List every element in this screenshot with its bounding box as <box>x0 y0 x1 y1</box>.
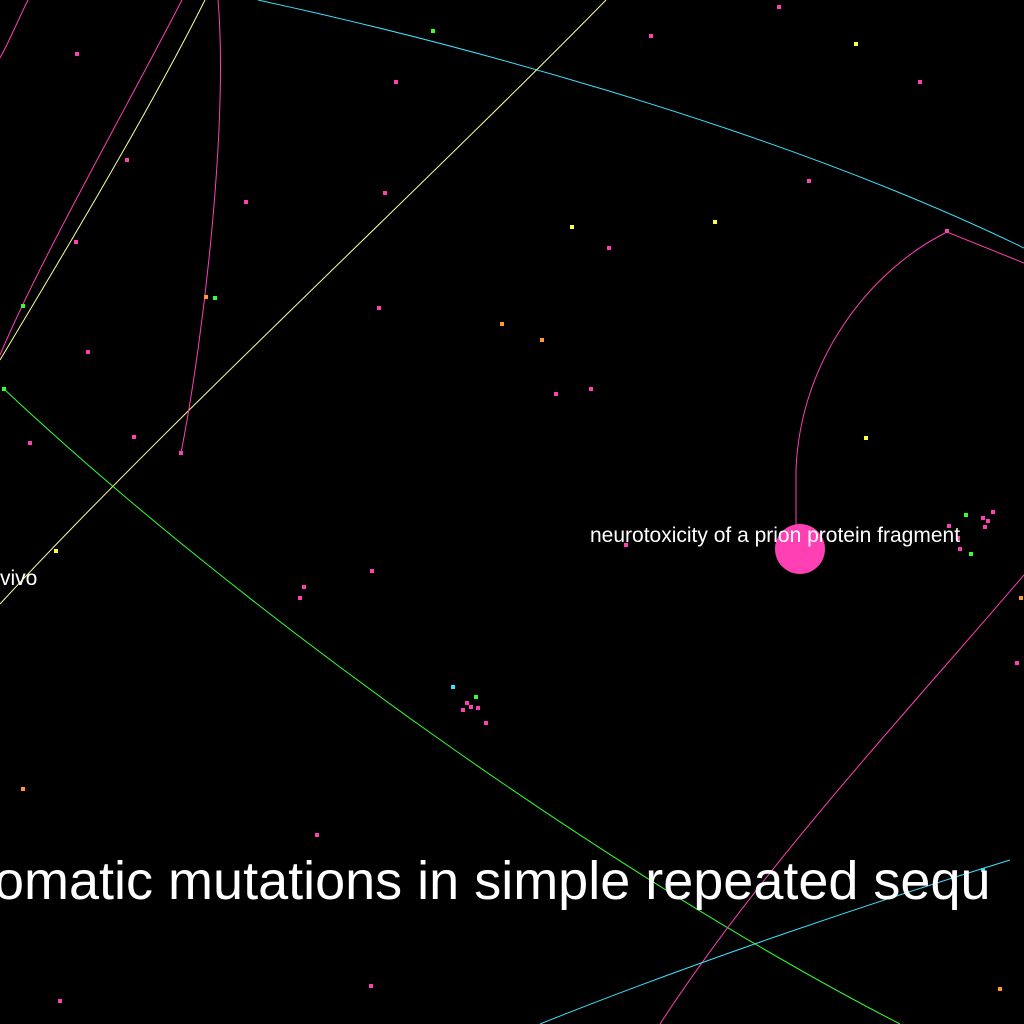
graph-node[interactable] <box>204 295 208 299</box>
graph-node[interactable] <box>998 987 1002 991</box>
graph-node[interactable] <box>474 695 478 699</box>
graph-node[interactable] <box>302 585 306 589</box>
graph-node[interactable] <box>315 833 319 837</box>
graph-node[interactable] <box>918 80 922 84</box>
graph-node[interactable] <box>370 569 374 573</box>
graph-node[interactable] <box>54 549 58 553</box>
graph-node[interactable] <box>244 200 248 204</box>
graph-node[interactable] <box>369 984 373 988</box>
edge-green-diagonal <box>3 388 901 1024</box>
edge-pale-yellow-left <box>0 0 206 361</box>
graph-node[interactable] <box>484 721 488 725</box>
graph-node[interactable] <box>132 435 136 439</box>
graph-node[interactable] <box>21 304 25 308</box>
graph-node[interactable] <box>298 596 302 600</box>
graph-node[interactable] <box>624 543 628 547</box>
vivo-node-label: vivo <box>0 567 38 590</box>
graph-node[interactable] <box>500 322 504 326</box>
graph-node[interactable] <box>58 999 62 1003</box>
edge-cyan-top <box>257 0 1024 249</box>
graph-node[interactable] <box>377 306 381 310</box>
graph-node[interactable] <box>958 547 962 551</box>
graph-node[interactable] <box>570 225 574 229</box>
graph-node[interactable] <box>465 701 469 705</box>
graph-node[interactable] <box>607 246 611 250</box>
graph-node[interactable] <box>649 34 653 38</box>
graph-node[interactable] <box>540 338 544 342</box>
graph-node[interactable] <box>213 296 217 300</box>
graph-node[interactable] <box>864 436 868 440</box>
graph-node[interactable] <box>981 516 985 520</box>
edge-magenta-right-diagonal <box>659 574 1024 1024</box>
graph-node[interactable] <box>947 524 951 528</box>
graph-node[interactable] <box>383 191 387 195</box>
graph-node[interactable] <box>394 80 398 84</box>
graph-node[interactable] <box>179 451 183 455</box>
graph-node[interactable] <box>21 787 25 791</box>
graph-node[interactable] <box>854 42 858 46</box>
graph-node[interactable] <box>969 552 973 556</box>
graph-node[interactable] <box>991 510 995 514</box>
graph-node[interactable] <box>28 441 32 445</box>
edge-pale-yellow-diagonal <box>0 0 607 605</box>
graph-node[interactable] <box>461 708 465 712</box>
graph-node[interactable] <box>807 179 811 183</box>
edge-magenta-top-left <box>0 0 29 59</box>
graph-node[interactable] <box>451 685 455 689</box>
edge-magenta-hub-arc <box>795 231 1024 548</box>
graph-node[interactable] <box>945 229 949 233</box>
mutations-node-label: omatic mutations in simple repeated sequ <box>0 851 991 911</box>
graph-node[interactable] <box>983 525 987 529</box>
graph-node[interactable] <box>1015 661 1019 665</box>
graph-node[interactable] <box>589 387 593 391</box>
edge-magenta-left-1 <box>0 0 183 356</box>
graph-node[interactable] <box>2 387 6 391</box>
edge-cyan-bottom <box>539 859 1011 1024</box>
graph-node[interactable] <box>554 392 558 396</box>
graph-node[interactable] <box>75 52 79 56</box>
graph-node[interactable] <box>431 29 435 33</box>
node-layer <box>2 5 1023 1003</box>
graph-node[interactable] <box>713 220 717 224</box>
graph-node[interactable] <box>86 350 90 354</box>
graph-node[interactable] <box>956 536 960 540</box>
graph-node[interactable] <box>476 706 480 710</box>
graph-node[interactable] <box>469 705 473 709</box>
prion-node-label: neurotoxicity of a prion protein fragmen… <box>590 524 961 547</box>
prion-hub-node[interactable] <box>775 524 825 574</box>
graph-node[interactable] <box>981 868 985 872</box>
graph-node[interactable] <box>125 158 129 162</box>
graph-node[interactable] <box>1019 596 1023 600</box>
graph-node[interactable] <box>964 513 968 517</box>
graph-node[interactable] <box>777 5 781 9</box>
graph-node[interactable] <box>74 240 78 244</box>
edge-magenta-arc <box>180 0 221 454</box>
graph-node[interactable] <box>986 519 990 523</box>
